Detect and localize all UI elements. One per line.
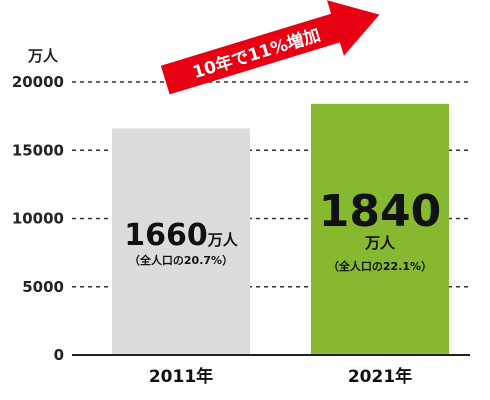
bars [112,103,449,355]
bar-note: （全人口の20.7%） [129,253,233,267]
y-tick-label: 5000 [22,278,64,296]
bar-note: （全人口の22.1%） [328,259,432,273]
increase-arrow: 10年で11%増加 [160,0,380,95]
bar [311,103,449,355]
x-category-label: 2011年 [149,366,213,387]
y-tick-label: 10000 [12,210,64,228]
y-axis-ticks: 0 5000 10000 15000 20000 [12,73,64,364]
bar-value: 1660 [124,218,208,253]
x-axis-categories: 2011年 2021年 [149,366,412,387]
x-category-label: 2021年 [348,366,412,387]
y-tick-label: 20000 [12,73,64,91]
bar-unit: 万人 [207,231,239,249]
arrow-icon [160,0,380,95]
bar-value: 1840 [319,186,441,237]
y-axis-unit-label: 万人 [27,47,59,65]
bar-unit: 万人 [364,234,396,252]
y-tick-label: 0 [54,346,64,364]
bar-value-label: 1660万人 [124,218,239,253]
bar [112,128,250,355]
y-tick-label: 15000 [12,141,64,159]
